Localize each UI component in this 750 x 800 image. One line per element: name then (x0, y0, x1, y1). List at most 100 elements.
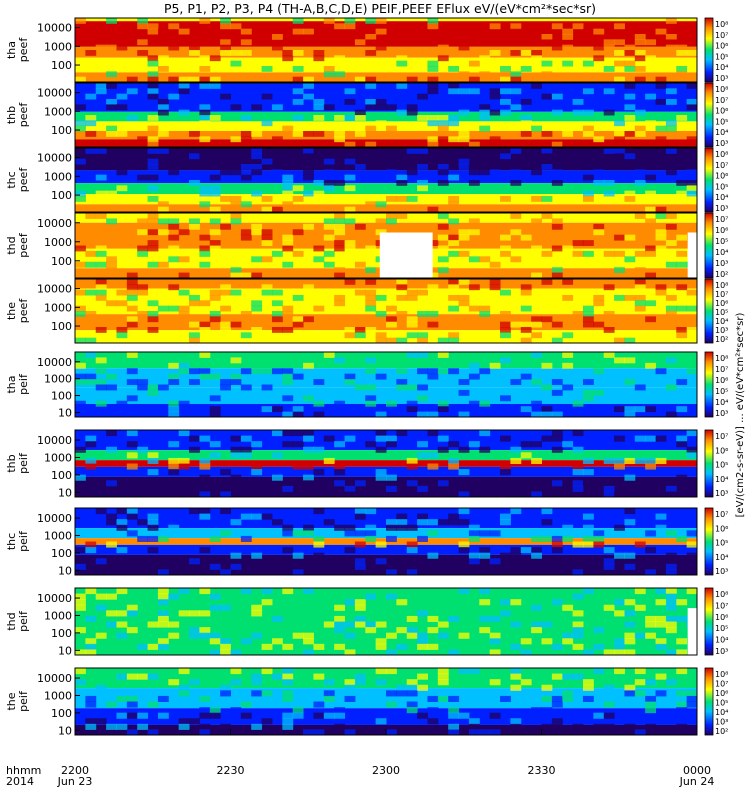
spectrogram-cell (251, 229, 263, 236)
spectrogram-cell (313, 115, 325, 121)
spectrogram-cell (344, 373, 356, 380)
spectrogram-cell (427, 563, 439, 570)
spectrogram-cell (386, 485, 397, 492)
spectrogram-cell (406, 289, 418, 296)
spectrogram-cell (375, 201, 387, 208)
spectrogram-cell (240, 446, 252, 453)
spectrogram-cell (531, 604, 542, 611)
spectrogram-cell (375, 18, 387, 24)
spectrogram-cell (665, 357, 677, 364)
spectrogram-cell (645, 463, 657, 470)
spectrogram-cell (323, 180, 335, 186)
colorbar-tick-label: 10⁷ (715, 601, 728, 610)
spectrogram-cell (220, 93, 231, 100)
spectrogram-cell (313, 469, 325, 476)
spectrogram-cell (386, 400, 397, 407)
spectrogram-cell (645, 615, 657, 622)
spectrogram-cell (168, 362, 180, 369)
spectrogram-cell (427, 643, 439, 650)
y-tick-label: 10 (58, 564, 72, 577)
spectrogram-cell (209, 649, 221, 656)
spectrogram-cell (665, 599, 677, 606)
y-tick-label: 10000 (37, 87, 72, 100)
spectrogram-cell (106, 218, 117, 225)
spectrogram-cell (375, 104, 387, 111)
spectrogram-cell (396, 379, 408, 385)
spectrogram-cell (292, 229, 304, 236)
spectrogram-cell (209, 141, 221, 148)
spectrogram-cell (240, 39, 252, 46)
spectrogram-cell (365, 508, 377, 515)
spectrogram-cell (178, 718, 190, 725)
colorbar-tick-label: 10⁵ (715, 624, 728, 633)
colorbar-tick-label: 10³ (715, 74, 728, 83)
spectrogram-cell (676, 44, 688, 51)
spectrogram-cell (303, 131, 314, 137)
spectrogram-cell (386, 519, 397, 526)
spectrogram-cell (676, 638, 688, 645)
spectrogram-cell (665, 39, 677, 46)
spectrogram-cell (624, 474, 636, 481)
spectrogram-cell (375, 469, 387, 476)
spectrogram-cell (95, 604, 107, 611)
spectrogram-cell (323, 352, 335, 358)
spectrogram-cell (510, 180, 522, 186)
spectrogram-cell (251, 305, 263, 312)
spectrogram-cell (448, 201, 460, 208)
spectrogram-cell (303, 463, 314, 470)
spectrogram-cell (593, 541, 605, 548)
spectrogram-cell (593, 535, 605, 542)
spectrogram-cell (645, 707, 657, 714)
panel-probe-label: thd (5, 236, 18, 254)
spectrogram-cell (313, 552, 325, 559)
spectrogram-cell (75, 373, 86, 380)
x-tick-time-label: 2230 (217, 764, 245, 777)
spectrogram-cell (95, 279, 107, 285)
spectrogram-cell (147, 60, 159, 67)
spectrogram-cell (479, 599, 491, 606)
colorbar-tick-label: 10³ (715, 718, 728, 727)
spectrogram-cell (126, 695, 138, 702)
spectrogram-cell (603, 284, 615, 291)
spectrogram-cell (344, 141, 356, 148)
spectrogram-cell (427, 627, 439, 634)
spectrogram-cell (313, 446, 325, 453)
spectrogram-cell (292, 406, 304, 413)
spectrogram-cell (572, 541, 584, 548)
spectrogram-cell (624, 115, 636, 121)
spectrogram-cell (354, 615, 366, 622)
spectrogram-cell (271, 368, 283, 375)
spectrogram-cell (417, 485, 428, 492)
spectrogram-cell (126, 379, 138, 385)
spectrogram-cell (417, 337, 428, 344)
spectrogram-cell (313, 701, 325, 708)
spectrogram-cell (189, 300, 200, 307)
spectrogram-cell (624, 552, 636, 559)
spectrogram-cell (85, 638, 97, 645)
colorbar-tick-label: 10⁴ (715, 317, 728, 326)
spectrogram-cell (147, 148, 159, 154)
colorbar-tick-label: 10⁵ (715, 52, 728, 61)
spectrogram-cell (178, 463, 190, 470)
spectrogram-cell (458, 164, 470, 170)
spectrogram-cell (168, 524, 180, 531)
y-tick-label: 10 (58, 724, 72, 737)
spectrogram-cell (116, 400, 128, 407)
spectrogram-cell (562, 28, 574, 35)
panel-probe-label: thb (5, 106, 18, 124)
spectrogram-cell (427, 120, 439, 127)
colorbar-tick-label: 10⁵ (715, 237, 728, 246)
spectrogram-cell (178, 368, 190, 375)
spectrogram-cell (106, 261, 117, 268)
spectrogram-band (75, 450, 697, 461)
spectrogram-cell (126, 352, 138, 358)
spectrogram-cell (303, 435, 314, 442)
spectrogram-cell (106, 190, 117, 197)
spectrogram-cell (261, 569, 273, 576)
spectrogram-cell (209, 480, 221, 487)
spectrogram-cell (147, 519, 159, 526)
spectrogram-cell (520, 115, 532, 121)
spectrogram-cell (624, 723, 636, 730)
spectrogram-cell (458, 541, 470, 548)
spectrogram-cell (354, 558, 366, 565)
